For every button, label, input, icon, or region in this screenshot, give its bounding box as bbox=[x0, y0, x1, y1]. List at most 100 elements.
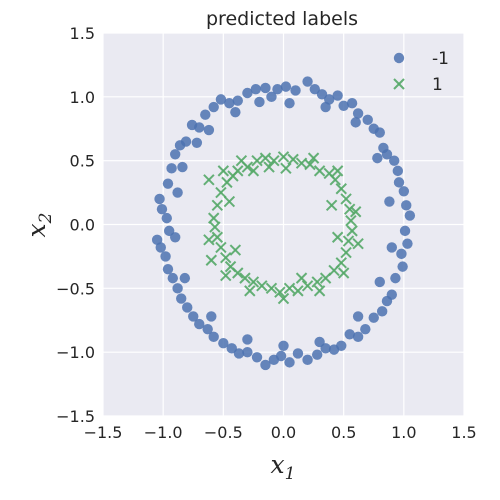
legend-marker bbox=[393, 78, 405, 90]
data-point-x bbox=[287, 153, 299, 166]
data-point-x bbox=[343, 203, 356, 215]
data-point-circle bbox=[232, 95, 243, 106]
tick-labels: −1.5 −1.0 −0.5 0.0 0.5 1.0 1.5 −1.5 −1.0 −0.5 0.0 0… bbox=[56, 24, 477, 442]
data-point-x bbox=[304, 158, 316, 171]
data-point-circle bbox=[260, 82, 271, 94]
data-point-circle bbox=[188, 311, 199, 322]
x-tick-label: −1.0 bbox=[144, 423, 183, 442]
data-point-circle bbox=[182, 302, 193, 313]
data-point-circle bbox=[376, 306, 388, 317]
data-point-circle bbox=[302, 354, 313, 366]
data-point-circle bbox=[302, 76, 313, 87]
data-point-circle bbox=[161, 212, 172, 224]
data-point-circle bbox=[360, 323, 371, 335]
data-point-x bbox=[217, 165, 230, 177]
data-point-circle bbox=[260, 359, 271, 371]
data-point-circle bbox=[399, 225, 411, 237]
data-point-circle bbox=[160, 251, 171, 262]
data-point-x bbox=[346, 225, 358, 237]
data-point-x bbox=[220, 269, 232, 282]
data-point-circle bbox=[226, 343, 237, 354]
data-point-x bbox=[232, 165, 244, 177]
data-point-circle bbox=[292, 348, 304, 359]
data-point-x bbox=[313, 165, 326, 177]
data-point-x bbox=[319, 272, 332, 284]
data-point-x bbox=[340, 193, 352, 205]
data-point-circle bbox=[154, 193, 165, 205]
data-point-x bbox=[274, 286, 286, 298]
legend-label: 1 bbox=[432, 75, 443, 95]
y-tick-label: −1.5 bbox=[56, 407, 95, 426]
data-point-circle bbox=[392, 165, 404, 177]
data-point-circle bbox=[284, 98, 295, 109]
data-point-x bbox=[268, 154, 280, 167]
data-point-circle bbox=[280, 81, 292, 92]
data-point-circle bbox=[372, 152, 383, 164]
series-1 bbox=[203, 151, 364, 305]
data-point-circle bbox=[398, 186, 410, 197]
data-point-circle bbox=[290, 85, 301, 96]
data-point-circle bbox=[191, 137, 203, 148]
data-points bbox=[151, 76, 416, 371]
data-point-x bbox=[340, 246, 352, 259]
data-point-x bbox=[277, 292, 290, 305]
data-point-circle bbox=[404, 210, 416, 221]
data-point-circle bbox=[194, 122, 205, 133]
x-axis-label: x1 bbox=[271, 450, 296, 484]
data-point-circle bbox=[401, 200, 412, 211]
legend-label: -1 bbox=[432, 49, 449, 69]
data-point-circle bbox=[374, 276, 385, 288]
data-point-x bbox=[220, 251, 232, 264]
y-tick-label: −0.5 bbox=[56, 279, 95, 298]
data-point-x bbox=[247, 165, 260, 177]
data-point-circle bbox=[384, 196, 395, 207]
data-point-circle bbox=[250, 83, 262, 95]
data-point-x bbox=[259, 152, 272, 164]
x-tick-label: 0.5 bbox=[331, 423, 356, 442]
data-point-circle bbox=[176, 293, 187, 304]
data-point-circle bbox=[350, 117, 361, 128]
y-tick-label: 1.0 bbox=[70, 88, 95, 107]
data-point-x bbox=[207, 212, 220, 224]
data-point-circle bbox=[362, 114, 373, 126]
x-tick-label: 1.0 bbox=[391, 423, 416, 442]
data-point-circle bbox=[344, 329, 355, 340]
data-point-x bbox=[215, 186, 227, 199]
data-point-circle bbox=[316, 89, 328, 100]
data-point-x bbox=[295, 272, 308, 284]
data-point-x bbox=[331, 231, 344, 243]
data-point-x bbox=[244, 285, 256, 297]
data-point-circle bbox=[200, 109, 211, 120]
data-point-circle bbox=[170, 232, 181, 243]
data-point-circle bbox=[218, 338, 229, 349]
data-point-circle bbox=[266, 91, 277, 103]
data-point-x bbox=[325, 199, 338, 212]
data-point-x bbox=[235, 154, 248, 167]
data-point-circle bbox=[203, 124, 215, 136]
data-point-x bbox=[349, 206, 362, 218]
data-point-x bbox=[203, 234, 215, 246]
data-point-circle bbox=[242, 87, 253, 99]
data-point-circle bbox=[311, 349, 323, 360]
data-point-circle bbox=[170, 149, 181, 160]
chart-title: predicted labels bbox=[206, 8, 358, 30]
data-point-circle bbox=[156, 203, 168, 215]
data-point-x bbox=[203, 174, 215, 186]
data-point-x bbox=[283, 282, 296, 295]
data-point-circle bbox=[320, 101, 331, 113]
data-point-x bbox=[335, 183, 347, 195]
data-point-circle bbox=[390, 272, 401, 284]
data-point-circle bbox=[352, 108, 364, 119]
x-tick-label: 1.5 bbox=[451, 423, 476, 442]
data-point-circle bbox=[172, 187, 183, 198]
data-point-circle bbox=[278, 340, 289, 351]
data-point-x bbox=[229, 244, 242, 256]
data-point-x bbox=[265, 282, 278, 295]
data-point-circle bbox=[272, 83, 283, 95]
data-point-x bbox=[352, 237, 364, 250]
data-point-circle bbox=[215, 94, 227, 105]
y-tick-label: −1.0 bbox=[56, 343, 95, 362]
data-point-circle bbox=[381, 149, 393, 160]
data-point-circle bbox=[381, 295, 393, 307]
